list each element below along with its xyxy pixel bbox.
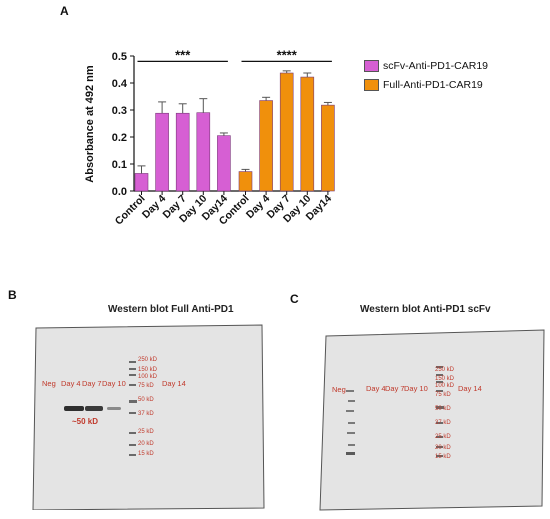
blot-b-band-label: ~50 kD (72, 417, 99, 426)
x-axis (134, 190, 330, 195)
significance-label: **** (277, 47, 298, 62)
marker-label: 20 kD (435, 445, 451, 451)
blot-c-lane-neg: Neg (332, 385, 346, 394)
legend-swatch-scfv (364, 59, 379, 72)
blot-b-lane-day10: Day 10 (102, 379, 126, 388)
blot-c-lane-day10: Day 10 (404, 384, 428, 393)
marker-label: 37 kD (435, 420, 451, 426)
significance-label: *** (175, 47, 191, 62)
marker-label: 50 kD (435, 406, 451, 412)
marker-label: 100 kD (138, 374, 158, 380)
marker-ladder (436, 366, 444, 457)
panel-letter-a: A (60, 4, 69, 18)
significance-annotations: *** **** (137, 47, 332, 62)
bar (134, 173, 149, 192)
legend-swatch-full (364, 78, 379, 91)
blot-b-lane-day14: Day 14 (162, 379, 186, 388)
western-blot-full (32, 324, 265, 510)
bars (134, 72, 335, 192)
blot-c-lane-day14: Day 14 (458, 384, 482, 393)
marker-label: 25 kD (435, 434, 451, 440)
marker-label: 15 kD (138, 451, 154, 457)
blot-c-title: Western blot Anti-PD1 scFv (360, 304, 491, 315)
error-bars (137, 70, 332, 174)
western-blot-scfv (319, 329, 545, 511)
bar (238, 171, 253, 192)
y-axis: 0.0 0.1 0.2 0.3 0.4 0.5 (112, 51, 135, 198)
band-day10 (107, 407, 121, 410)
y-tick-label: 0.0 (112, 186, 127, 198)
bar (155, 112, 169, 192)
panel-letter-c: C (290, 292, 299, 306)
bar (217, 135, 231, 192)
y-tick-label: 0.3 (112, 105, 127, 117)
bar-chart: Absorbance at 492 nm 0.00.10.20.30.40.5 … (84, 47, 335, 228)
legend-item-scfv: scFv-Anti-PD1-CAR19 (364, 56, 488, 75)
marker-label: 25 kD (138, 429, 154, 435)
blot-b-lane-neg: Neg (42, 379, 56, 388)
bar (321, 104, 335, 192)
legend-item-full: Full-Anti-PD1-CAR19 (364, 75, 488, 94)
legend-label-full: Full-Anti-PD1-CAR19 (383, 78, 483, 91)
marker-label: 250 kD (435, 367, 455, 373)
neg-lane-smear (346, 390, 355, 455)
marker-ladder (129, 361, 137, 456)
blot-b-title: Western blot Full Anti-PD1 (108, 304, 234, 315)
bar (196, 112, 211, 192)
blot-c-lane-day7: Day 7 (385, 384, 405, 393)
marker-label: 20 kD (138, 441, 154, 447)
marker-label: 150 kD (138, 367, 158, 373)
bar (279, 72, 294, 192)
marker-label: 150 kD (435, 376, 455, 382)
marker-label: 15 kD (435, 454, 451, 460)
marker-label: 250 kD (138, 357, 158, 363)
bar (175, 112, 190, 192)
band-day7 (85, 406, 103, 411)
marker-label: 75 kD (435, 392, 451, 398)
band-day4 (64, 406, 84, 411)
y-tick-label: 0.1 (112, 159, 127, 171)
panel-letter-b: B (8, 288, 17, 302)
marker-label: 75 kD (138, 383, 154, 389)
y-tick-label: 0.4 (112, 78, 128, 90)
y-tick-label: 0.5 (112, 51, 127, 63)
y-tick-label: 0.2 (112, 132, 127, 144)
bar (259, 100, 273, 192)
marker-label: 37 kD (138, 411, 154, 417)
blot-c-lane-day4: Day 4 (366, 384, 386, 393)
blot-b-lane-day4: Day 4 (61, 379, 81, 388)
marker-label: 100 kD (435, 383, 455, 389)
legend: scFv-Anti-PD1-CAR19 Full-Anti-PD1-CAR19 (364, 56, 488, 94)
marker-label: 50 kD (138, 397, 154, 403)
bar (300, 76, 315, 192)
legend-label-scfv: scFv-Anti-PD1-CAR19 (383, 59, 489, 72)
y-axis-label: Absorbance at 492 nm (84, 65, 96, 183)
blot-b-lane-day7: Day 7 (82, 379, 102, 388)
